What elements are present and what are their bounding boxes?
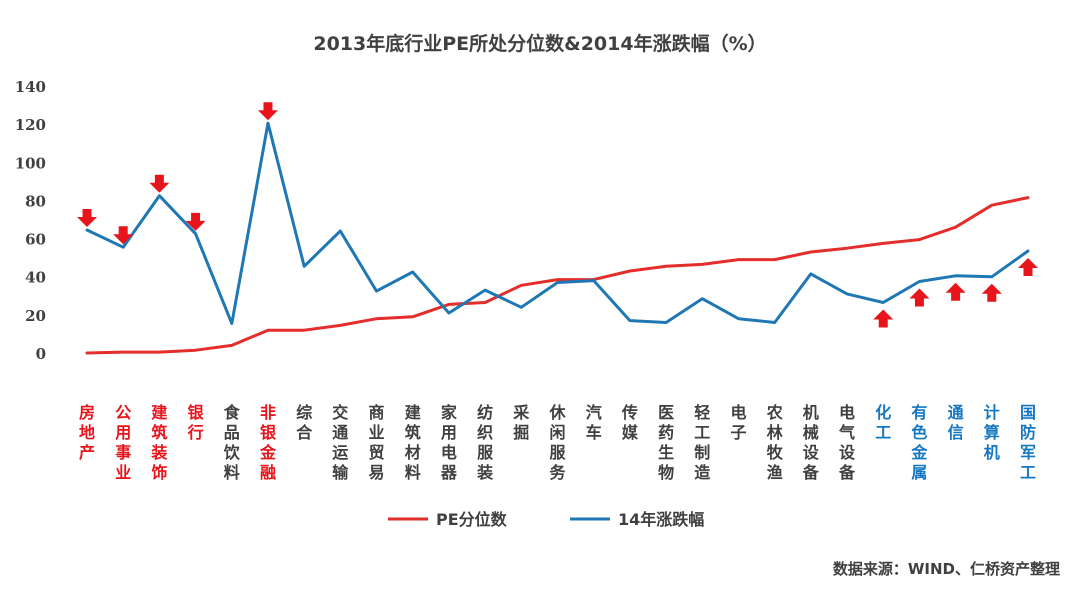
category-label: 公用事业: [115, 403, 131, 482]
legend: PE分位数 14年涨跌幅: [388, 510, 704, 529]
arrow-up-icon: [909, 288, 930, 307]
category-label: 农林牧渔: [766, 403, 784, 482]
category-label: 采掘: [512, 403, 529, 442]
category-label: 国防军工: [1020, 403, 1036, 482]
arrow-down-icon: [149, 174, 170, 193]
category-label: 家用电器: [440, 403, 458, 482]
arrow-down-icon: [113, 226, 134, 245]
category-label: 纺织服装: [476, 403, 494, 482]
category-label: 食品饮料: [223, 403, 241, 482]
legend-label: PE分位数: [436, 510, 508, 529]
category-label: 机械设备: [802, 403, 820, 482]
category-label: 汽车: [586, 403, 602, 442]
category-label: 传媒: [621, 403, 639, 442]
category-label: 建筑材料: [405, 403, 421, 482]
series-line-pe-percentile: [85, 196, 1030, 355]
arrow-up-icon: [873, 309, 894, 328]
category-label: 有色金属: [910, 403, 928, 482]
y-tick-label: 80: [25, 192, 46, 210]
category-label: 房地产: [79, 403, 95, 462]
series-lines: [85, 121, 1030, 355]
category-label: 电气设备: [838, 403, 856, 482]
y-axis: 0 20 40 60 80 100 120 140: [15, 78, 46, 363]
category-label: 综合: [296, 403, 313, 442]
series-line-return-2014: [85, 121, 1030, 325]
y-tick-label: 140: [15, 78, 46, 96]
y-tick-label: 60: [25, 231, 46, 249]
category-label: 计算机: [984, 403, 1000, 462]
category-label: 银行: [187, 403, 205, 442]
y-tick-label: 0: [36, 345, 46, 363]
category-label: 非银金融: [259, 403, 277, 482]
y-tick-label: 40: [25, 269, 46, 287]
y-tick-label: 120: [15, 116, 46, 134]
arrow-up-icon: [981, 283, 1002, 302]
arrow-up-icon: [1018, 258, 1038, 277]
y-tick-label: 20: [25, 307, 46, 325]
category-label: 商业贸易: [368, 403, 384, 482]
category-label: 电子: [730, 403, 746, 442]
arrow-down-icon: [77, 209, 97, 228]
arrow-down-icon: [185, 212, 206, 231]
category-label: 建筑装饰: [150, 403, 167, 482]
category-label: 通信: [948, 403, 964, 442]
category-label: 医药生物: [658, 403, 674, 482]
category-label: 轻工制造: [694, 403, 711, 482]
category-label: 交通运输: [332, 403, 349, 482]
annotation-arrows: [77, 102, 1038, 328]
y-tick-label: 100: [15, 154, 46, 172]
source-note: 数据来源：WIND、仁桥资产整理: [833, 560, 1060, 578]
arrow-down-icon: [257, 102, 278, 121]
legend-label: 14年涨跌幅: [618, 510, 704, 529]
chart-title: 2013年底行业PE所处分位数&2014年涨跌幅（%）: [313, 32, 766, 55]
arrow-up-icon: [945, 282, 966, 301]
category-label: 休闲服务: [548, 403, 566, 482]
category-label: 化工: [875, 403, 891, 442]
